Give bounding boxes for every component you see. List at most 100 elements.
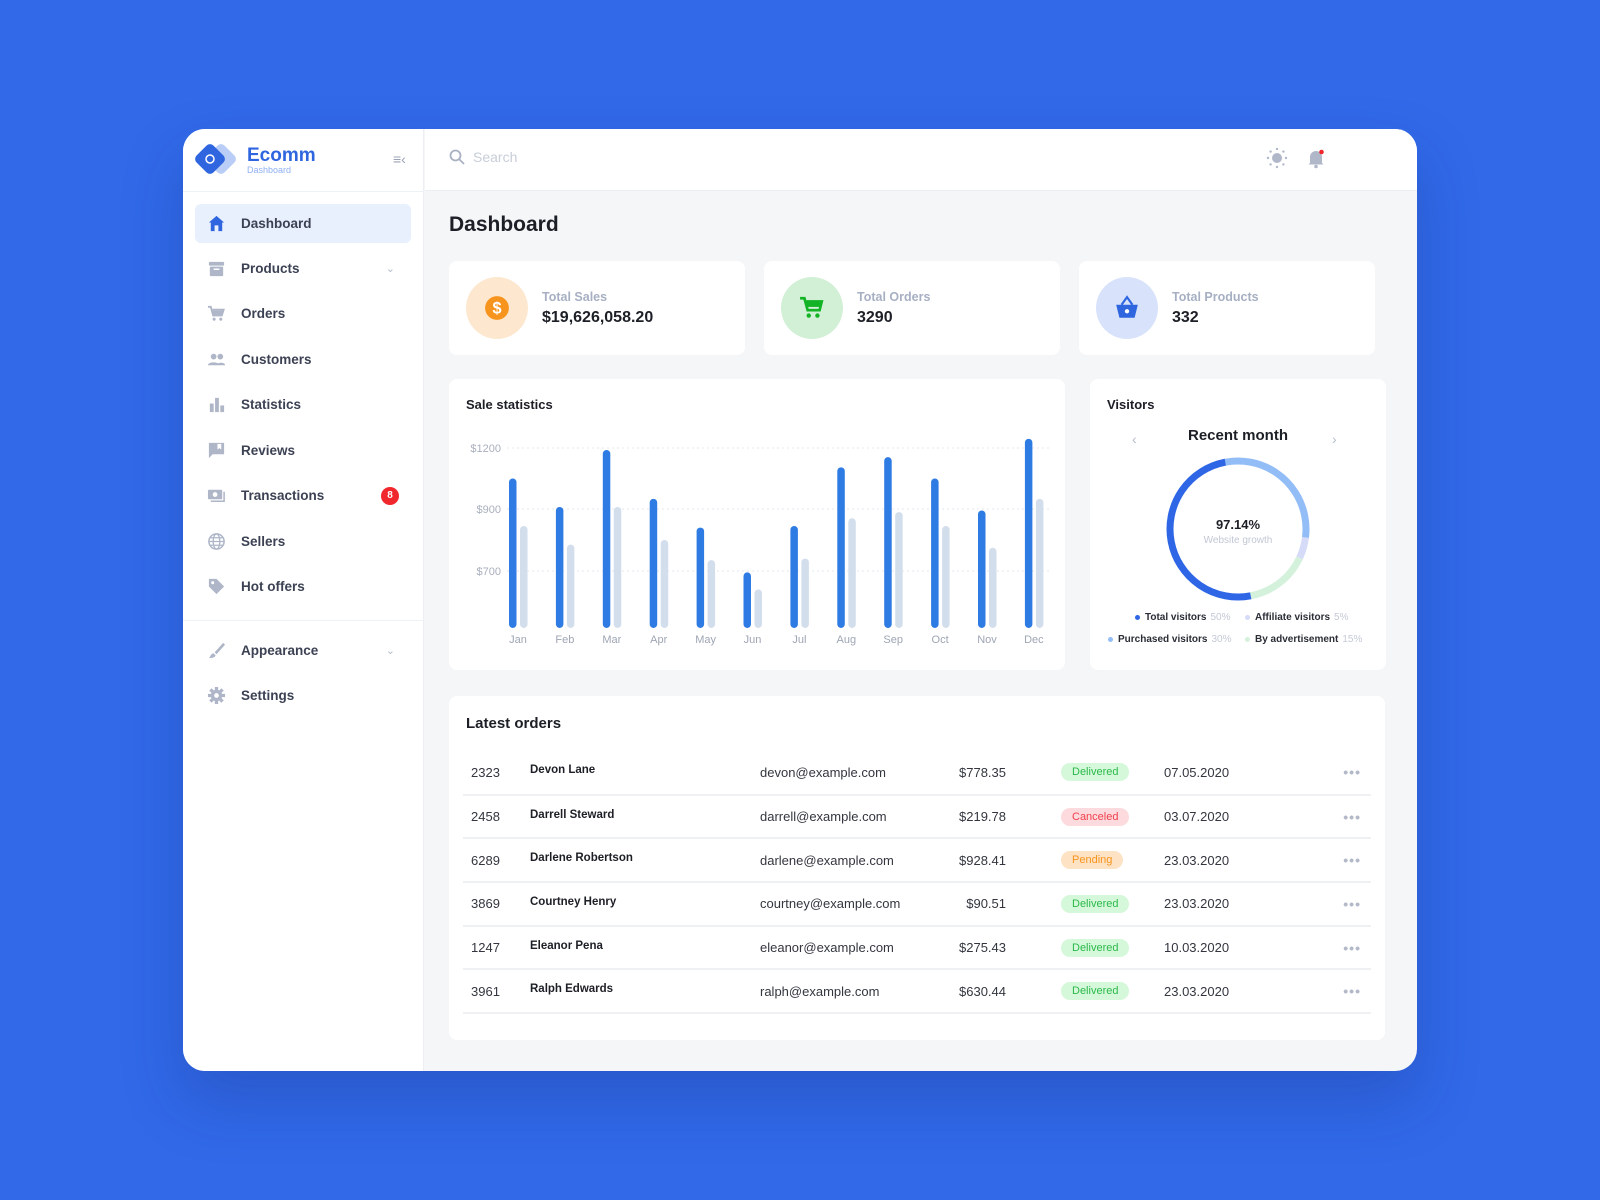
x-tick-label: Jun	[744, 634, 762, 646]
customer-name: Darrell Steward	[530, 794, 760, 840]
x-tick-label: Aug	[837, 634, 857, 646]
chevron-down-icon: ⌄	[385, 263, 395, 275]
search-bar[interactable]	[449, 149, 773, 165]
customer-name: Devon Lane	[530, 751, 760, 796]
legend-percent: 50%	[1210, 612, 1231, 623]
table-row[interactable]: 6289 Darlene Robertson darlene@example.c…	[463, 838, 1371, 884]
sidebar-item-settings[interactable]: Settings	[195, 676, 411, 715]
sidebar-item-label: Dashboard	[241, 216, 312, 231]
status-badge: Canceled	[1061, 807, 1130, 826]
customer-email: eleanor@example.com	[760, 925, 936, 971]
bar-feb-series1	[555, 506, 564, 628]
bar-jul-series1	[790, 526, 798, 628]
bar-aug-series2	[848, 518, 856, 628]
customer-email: courtney@example.com	[760, 882, 936, 927]
order-id: 2458	[463, 794, 530, 840]
bar-aug-series1	[837, 467, 845, 628]
customer-name: Darlene Robertson	[530, 838, 760, 884]
sidebar-item-sellers[interactable]: Sellers	[195, 522, 411, 561]
sale-statistics-chart: $1200 $900 $700 Jan Feb Mar Apr May Jun Jul Aug Sep…	[470, 438, 1049, 646]
theme-sun-icon[interactable]	[1266, 147, 1288, 169]
table-row[interactable]: 1247 Eleanor Pena eleanor@example.com $2…	[463, 925, 1371, 971]
x-tick-label: Sep	[883, 634, 903, 646]
bar-apr-series2	[660, 540, 669, 628]
sidebar-item-appearance[interactable]: Appearance ⌄	[195, 631, 411, 670]
more-options-icon[interactable]: •••	[1309, 882, 1371, 927]
table-row[interactable]: 3869 Courtney Henry courtney@example.com…	[463, 882, 1371, 927]
latest-orders-card: Latest orders 2323 Devon Lane devon@exam…	[449, 696, 1385, 1040]
order-id: 1247	[463, 925, 530, 971]
chevron-down-icon: ⌄	[385, 645, 395, 657]
next-period-button[interactable]: ›	[1332, 431, 1337, 447]
sidebar-item-dashboard[interactable]: Dashboard	[195, 204, 411, 243]
table-row[interactable]: 2458 Darrell Steward darrell@example.com…	[463, 794, 1371, 840]
sidebar-item-reviews[interactable]: Reviews	[195, 431, 411, 470]
sidebar-item-label: Settings	[241, 688, 295, 703]
sidebar-item-hot-offers[interactable]: Hot offers	[195, 567, 411, 606]
order-amount: $928.41	[936, 838, 1006, 884]
legend-label: Purchased visitors	[1118, 634, 1208, 645]
table-row[interactable]: 3961 Ralph Edwards ralph@example.com $63…	[463, 969, 1371, 1015]
bar-mar-series2	[613, 506, 622, 628]
bar-may-series1	[696, 527, 705, 628]
sidebar-item-orders[interactable]: Orders	[195, 294, 411, 333]
sidebar-item-label: Transactions	[241, 488, 325, 503]
legend-dot-icon	[1108, 637, 1113, 642]
sidebar-item-label: Appearance	[241, 643, 319, 658]
customer-name: Ralph Edwards	[530, 969, 760, 1015]
notification-bell-icon[interactable]	[1305, 147, 1327, 169]
sidebar-item-products[interactable]: Products ⌄	[195, 249, 411, 288]
notification-badge: 8	[381, 486, 399, 505]
x-tick-label: Dec	[1024, 634, 1044, 646]
legend-label: Affiliate visitors	[1255, 612, 1331, 623]
order-id: 3961	[463, 969, 530, 1015]
search-icon	[449, 149, 465, 165]
logo[interactable]: Ecomm Dashboard	[195, 141, 316, 181]
legend-label: Total visitors	[1145, 612, 1207, 623]
gear-icon	[207, 686, 226, 705]
page-title: Dashboard	[449, 213, 559, 236]
order-amount: $219.78	[936, 794, 1006, 840]
order-date: 10.03.2020	[1164, 925, 1310, 971]
x-tick-label: May	[695, 634, 716, 646]
brand-sub: Dashboard	[247, 165, 292, 175]
archive-icon	[208, 261, 225, 277]
more-options-icon[interactable]: •••	[1309, 794, 1371, 840]
prev-period-button[interactable]: ‹	[1132, 431, 1137, 447]
bar-apr-series1	[649, 498, 658, 628]
bar-may-series2	[707, 560, 716, 628]
logo-icon	[195, 144, 236, 174]
x-tick-label: Jan	[509, 634, 527, 646]
total-sales-card: $ Total Sales $19,626,058.20	[449, 261, 745, 355]
bar-nov-series1	[978, 510, 986, 628]
sidebar-item-customers[interactable]: Customers	[195, 340, 411, 379]
bar-jul-series2	[801, 558, 809, 628]
sidebar-item-label: Statistics	[241, 397, 302, 412]
collapse-sidebar-icon[interactable]: ≡‹	[393, 151, 406, 167]
order-date: 23.03.2020	[1164, 882, 1310, 927]
more-options-icon[interactable]: •••	[1309, 969, 1371, 1015]
kpi-value: 332	[1172, 309, 1199, 326]
bar-sep-series1	[884, 457, 892, 628]
x-tick-label: Mar	[602, 634, 621, 646]
total-orders-card: Total Orders 3290	[764, 261, 1060, 355]
search-input[interactable]	[473, 149, 773, 165]
more-options-icon[interactable]: •••	[1309, 925, 1371, 971]
y-tick-label: $1200	[470, 443, 501, 455]
donut-segment-by-advertisement	[1166, 457, 1310, 601]
status-badge: Delivered	[1061, 982, 1130, 1001]
visitors-title: Visitors	[1107, 397, 1155, 412]
order-id: 6289	[463, 838, 530, 884]
more-options-icon[interactable]: •••	[1309, 751, 1371, 796]
legend-percent: 5%	[1334, 612, 1349, 623]
more-options-icon[interactable]: •••	[1309, 838, 1371, 884]
customer-name: Courtney Henry	[530, 882, 760, 927]
sidebar-item-transactions[interactable]: Transactions 8	[195, 476, 411, 515]
visitors-donut-chart	[1166, 457, 1310, 601]
sidebar-item-statistics[interactable]: Statistics	[195, 385, 411, 424]
basket-icon	[1096, 277, 1158, 339]
bar-jan-series2	[520, 526, 528, 628]
table-row[interactable]: 2323 Devon Lane devon@example.com $778.3…	[463, 751, 1371, 796]
globe-icon	[208, 533, 225, 550]
cart-icon	[781, 277, 843, 339]
